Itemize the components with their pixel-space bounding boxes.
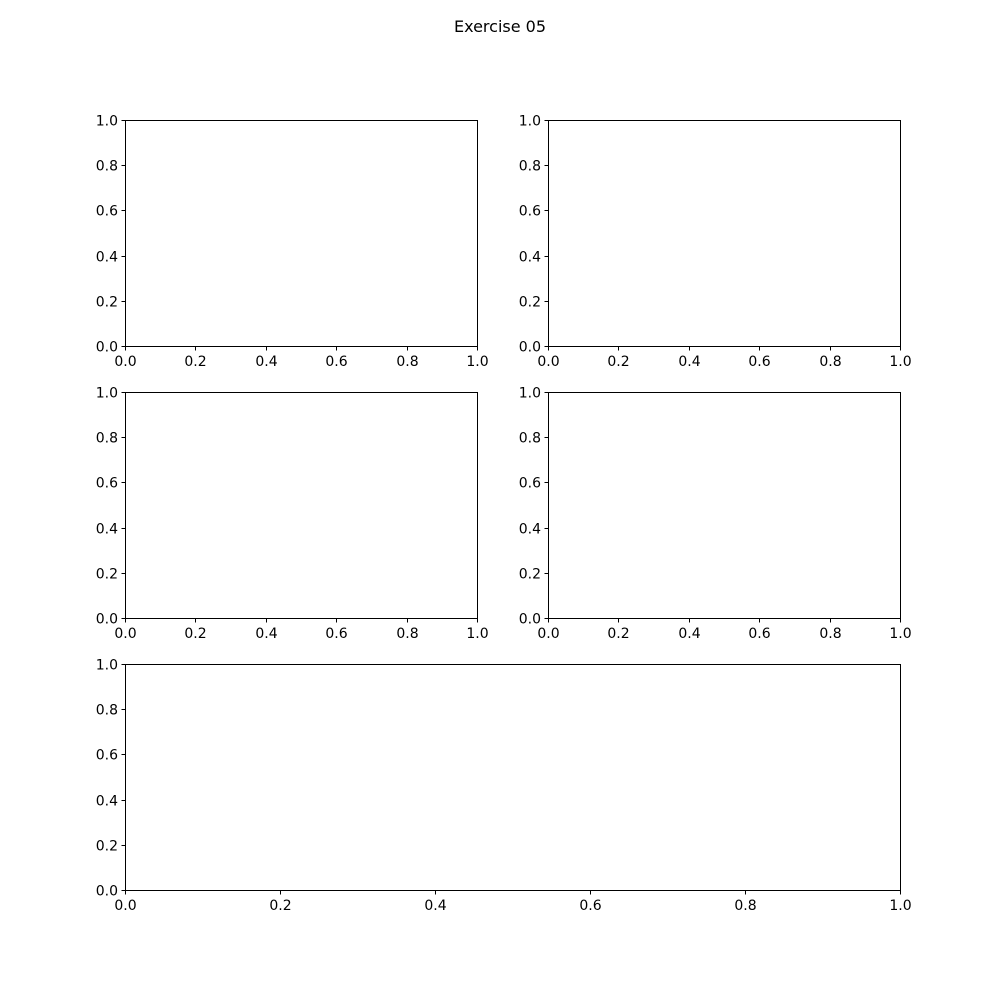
y-tick-label: 0.2 — [96, 295, 118, 311]
y-tick-label: 0.6 — [96, 204, 118, 220]
x-tick-label: 0.2 — [607, 354, 629, 370]
y-tick-label: 0.6 — [519, 476, 541, 492]
y-tick-label: 1.0 — [96, 114, 118, 130]
y-tick-label: 0.8 — [96, 431, 118, 447]
x-tick-label: 0.4 — [255, 626, 277, 642]
figure-suptitle: Exercise 05 — [453, 17, 547, 36]
x-tick-label: 0.0 — [114, 354, 136, 370]
x-tick-label: 0.0 — [537, 354, 559, 370]
subplot-bottom-wide: 0.0 0.2 0.4 0.6 0.8 1.0 0.0 0.2 0.4 0.6 0.8 1.0 — [96, 658, 912, 915]
y-tick-label: 0.4 — [519, 250, 541, 266]
y-tick-label: 0.6 — [96, 748, 118, 764]
x-tick-label: 0.4 — [255, 354, 277, 370]
x-tick-label: 1.0 — [889, 626, 911, 642]
x-tick-label: 0.8 — [734, 898, 756, 914]
y-tick-label: 0.6 — [519, 204, 541, 220]
axes-frame — [548, 120, 901, 347]
x-tick-label: 0.2 — [607, 626, 629, 642]
y-tick-label: 0.4 — [96, 250, 118, 266]
y-tick-label: 0.0 — [96, 612, 118, 628]
y-tick-label: 0.2 — [519, 295, 541, 311]
y-tick-label: 0.4 — [519, 522, 541, 538]
axes-frame — [125, 664, 901, 891]
x-tick-label: 0.2 — [184, 354, 206, 370]
x-tick-label: 0.4 — [678, 626, 700, 642]
y-tick-label: 0.8 — [96, 703, 118, 719]
x-tick-label: 1.0 — [466, 626, 488, 642]
y-tick-label: 0.2 — [96, 839, 118, 855]
axes-frame — [125, 392, 478, 619]
x-tick-label: 0.6 — [748, 354, 770, 370]
y-tick-label: 0.2 — [519, 567, 541, 583]
axes-frame — [125, 120, 478, 347]
y-tick-label: 0.4 — [96, 794, 118, 810]
x-tick-label: 0.6 — [748, 626, 770, 642]
axes-frame — [548, 392, 901, 619]
x-tick-label: 1.0 — [889, 898, 911, 914]
x-tick-label: 0.8 — [396, 354, 418, 370]
y-tick-label: 0.0 — [519, 612, 541, 628]
x-tick-label: 0.6 — [325, 626, 347, 642]
x-tick-label: 0.8 — [396, 626, 418, 642]
y-tick-label: 1.0 — [519, 386, 541, 402]
y-tick-label: 0.0 — [96, 340, 118, 356]
y-tick-label: 0.8 — [519, 431, 541, 447]
subplot-top-left: 0.0 0.2 0.4 0.6 0.8 1.0 0.0 0.2 0.4 0.6 0.8 1.0 — [96, 114, 489, 371]
x-tick-label: 0.6 — [579, 898, 601, 914]
x-tick-label: 1.0 — [889, 354, 911, 370]
y-tick-label: 0.8 — [96, 159, 118, 175]
y-tick-label: 0.4 — [96, 522, 118, 538]
y-tick-label: 0.0 — [519, 340, 541, 356]
x-tick-label: 0.2 — [269, 898, 291, 914]
x-tick-label: 0.8 — [819, 626, 841, 642]
subplot-top-right: 0.0 0.2 0.4 0.6 0.8 1.0 0.0 0.2 0.4 0.6 0.8 1.0 — [519, 114, 912, 371]
x-tick-label: 0.0 — [114, 898, 136, 914]
x-tick-label: 1.0 — [466, 354, 488, 370]
y-tick-label: 0.0 — [96, 884, 118, 900]
y-tick-label: 0.8 — [519, 159, 541, 175]
y-tick-label: 1.0 — [519, 114, 541, 130]
x-tick-label: 0.0 — [114, 626, 136, 642]
y-tick-label: 0.6 — [96, 476, 118, 492]
x-tick-label: 0.4 — [424, 898, 446, 914]
subplot-middle-right: 0.0 0.2 0.4 0.6 0.8 1.0 0.0 0.2 0.4 0.6 0.8 1.0 — [519, 386, 912, 643]
y-tick-label: 1.0 — [96, 658, 118, 674]
x-tick-label: 0.0 — [537, 626, 559, 642]
subplot-middle-left: 0.0 0.2 0.4 0.6 0.8 1.0 0.0 0.2 0.4 0.6 0.8 1.0 — [96, 386, 489, 643]
x-tick-label: 0.8 — [819, 354, 841, 370]
x-tick-label: 0.6 — [325, 354, 347, 370]
x-tick-label: 0.4 — [678, 354, 700, 370]
y-tick-label: 1.0 — [96, 386, 118, 402]
x-tick-label: 0.2 — [184, 626, 206, 642]
y-tick-label: 0.2 — [96, 567, 118, 583]
